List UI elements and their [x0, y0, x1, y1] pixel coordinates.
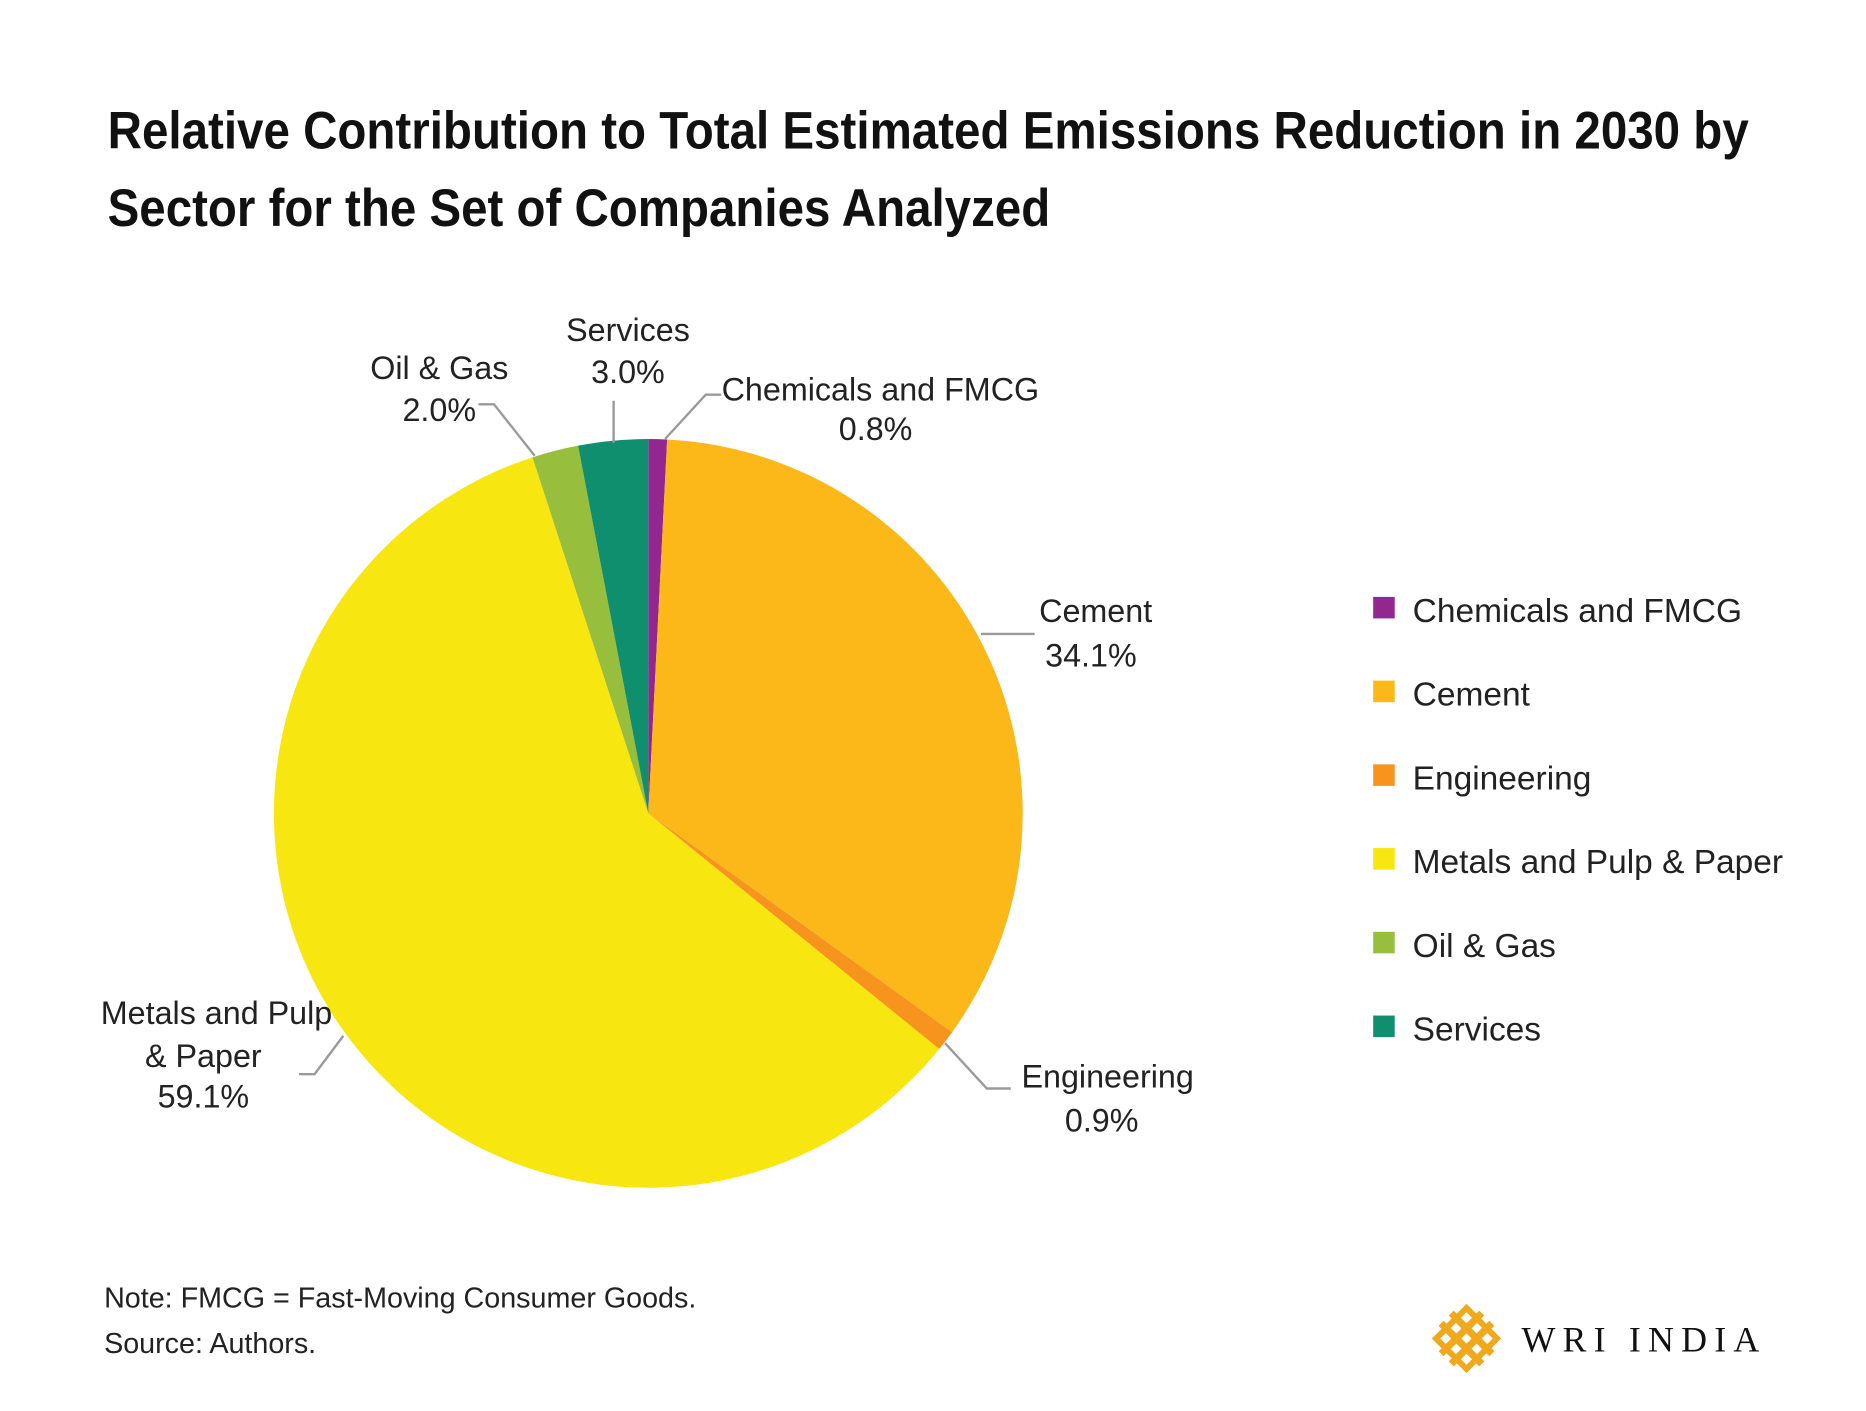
legend-label-cement: Cement [1413, 677, 1531, 714]
label-metals-line-1: Metals and Pulp [101, 995, 333, 1031]
pie-slice-engineering [648, 813, 953, 1050]
value-oil-gas: 2.0% [402, 392, 476, 428]
label-metals-line-2: & Paper [145, 1038, 262, 1074]
value-metals: 59.1% [158, 1079, 250, 1115]
pie-slice-oil-gas [532, 445, 649, 814]
chart-title-line-2: Sector for the Set of Companies Analyzed [108, 179, 1051, 238]
legend-swatch-oil-gas [1373, 931, 1395, 954]
label-oil-gas: Oil & Gas [370, 350, 508, 386]
source-text: Source: Authors. [104, 1328, 316, 1360]
value-chemicals: 0.8% [839, 411, 913, 447]
note-text: Note: FMCG = Fast-Moving Consumer Goods. [104, 1282, 696, 1314]
label-chemicals: Chemicals and FMCG [722, 372, 1040, 408]
legend-label-services: Services [1413, 1012, 1541, 1049]
legend-swatch-chemicals [1373, 596, 1395, 619]
legend: Chemicals and FMCG Cement Engineering Me… [1373, 593, 1783, 1049]
logo-knot-icon [1431, 1303, 1502, 1374]
logo-text: WRI INDIA [1522, 1320, 1767, 1360]
legend-swatch-engineering [1373, 764, 1395, 786]
pie [273, 438, 1023, 1188]
leader-oil-gas [478, 403, 536, 457]
pie-slice-cement [648, 439, 1023, 1033]
leader-engineering [944, 1042, 1011, 1090]
legend-label-chemicals: Chemicals and FMCG [1413, 593, 1742, 630]
label-cement: Cement [1039, 593, 1152, 629]
legend-swatch-services [1373, 1015, 1395, 1038]
chart-title-line-1: Relative Contribution to Total Estimated… [108, 101, 1749, 160]
label-services: Services [566, 312, 690, 348]
leader-chemicals [664, 393, 722, 440]
pie-slice-chemicals-and-fmcg [648, 438, 668, 814]
legend-swatch-cement [1373, 680, 1395, 703]
legend-label-oil-gas: Oil & Gas [1413, 928, 1556, 965]
value-services: 3.0% [591, 354, 665, 390]
legend-swatch-metals [1373, 848, 1395, 870]
wri-india-logo: WRI INDIA [1431, 1303, 1767, 1374]
pie-slice-metals-and-pulp-paper [273, 457, 940, 1188]
pie-slice-services [578, 438, 649, 814]
value-engineering: 0.9% [1065, 1103, 1139, 1139]
legend-label-engineering: Engineering [1413, 760, 1592, 797]
label-engineering: Engineering [1021, 1058, 1193, 1094]
legend-label-metals: Metals and Pulp & Paper [1413, 844, 1783, 881]
leader-metals [299, 1035, 345, 1076]
value-cement: 34.1% [1045, 637, 1137, 673]
